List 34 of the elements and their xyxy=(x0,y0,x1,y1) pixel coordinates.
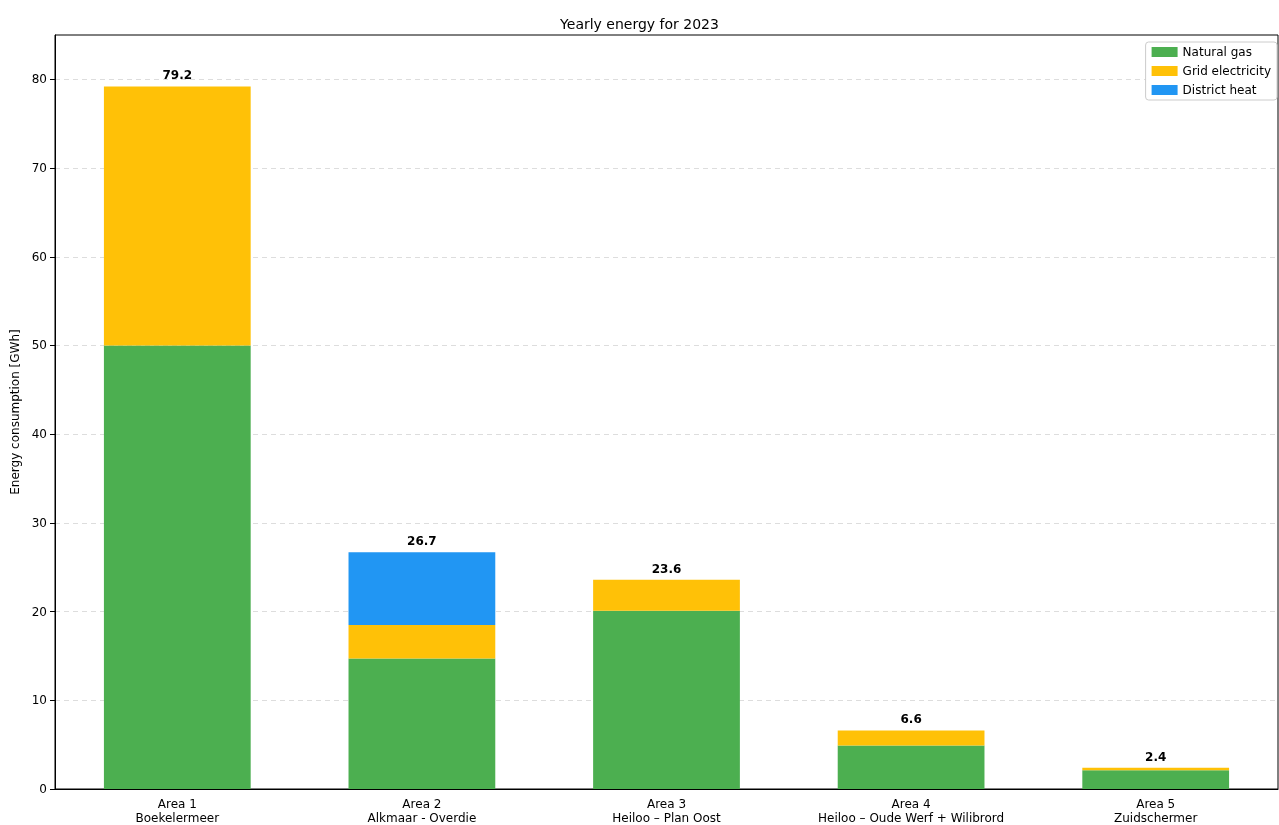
bar xyxy=(837,730,985,746)
bar xyxy=(348,658,496,789)
total-label: 6.6 xyxy=(900,712,922,727)
x-tick-label: Area 5 Zuidschermer xyxy=(1114,797,1198,825)
bar xyxy=(837,745,985,789)
total-label: 23.6 xyxy=(651,561,682,576)
bar xyxy=(103,345,251,789)
y-axis-title: Energy consumption [GWh] xyxy=(7,329,22,495)
x-tick-label: Area 3 Heiloo – Plan Oost xyxy=(612,797,722,825)
legend-label: Grid electricity xyxy=(1182,64,1271,78)
y-tick-label: 10 xyxy=(31,693,47,708)
total-label: 26.7 xyxy=(407,534,437,549)
y-tick-label: 60 xyxy=(31,249,47,264)
bar xyxy=(1082,770,1230,789)
legend-label: Natural gas xyxy=(1182,45,1252,59)
total-label: 2.4 xyxy=(1145,749,1167,764)
y-tick-label: 80 xyxy=(31,72,47,87)
chart-title: Yearly energy for 2023 xyxy=(559,16,719,32)
bar xyxy=(348,552,496,625)
bar xyxy=(593,610,740,789)
total-label: 79.2 xyxy=(162,68,193,83)
y-tick-label: 30 xyxy=(31,515,47,530)
legend-label: District heat xyxy=(1182,83,1257,97)
y-tick-label: 50 xyxy=(31,338,47,353)
x-tick-label: Area 4 Heiloo – Oude Werf + Wilibrord xyxy=(817,797,1005,825)
y-tick-label: 0 xyxy=(39,782,47,796)
bar xyxy=(103,86,251,346)
y-tick-label: 70 xyxy=(31,161,47,176)
y-tick-label: 20 xyxy=(31,604,47,619)
bar xyxy=(593,579,740,611)
x-tick-label: Area 2 Alkmaar - Overdie xyxy=(367,797,477,825)
y-tick-label: 40 xyxy=(31,427,47,442)
x-tick-label: Area 1 Boekelermeer xyxy=(135,797,220,825)
bar xyxy=(348,624,496,659)
